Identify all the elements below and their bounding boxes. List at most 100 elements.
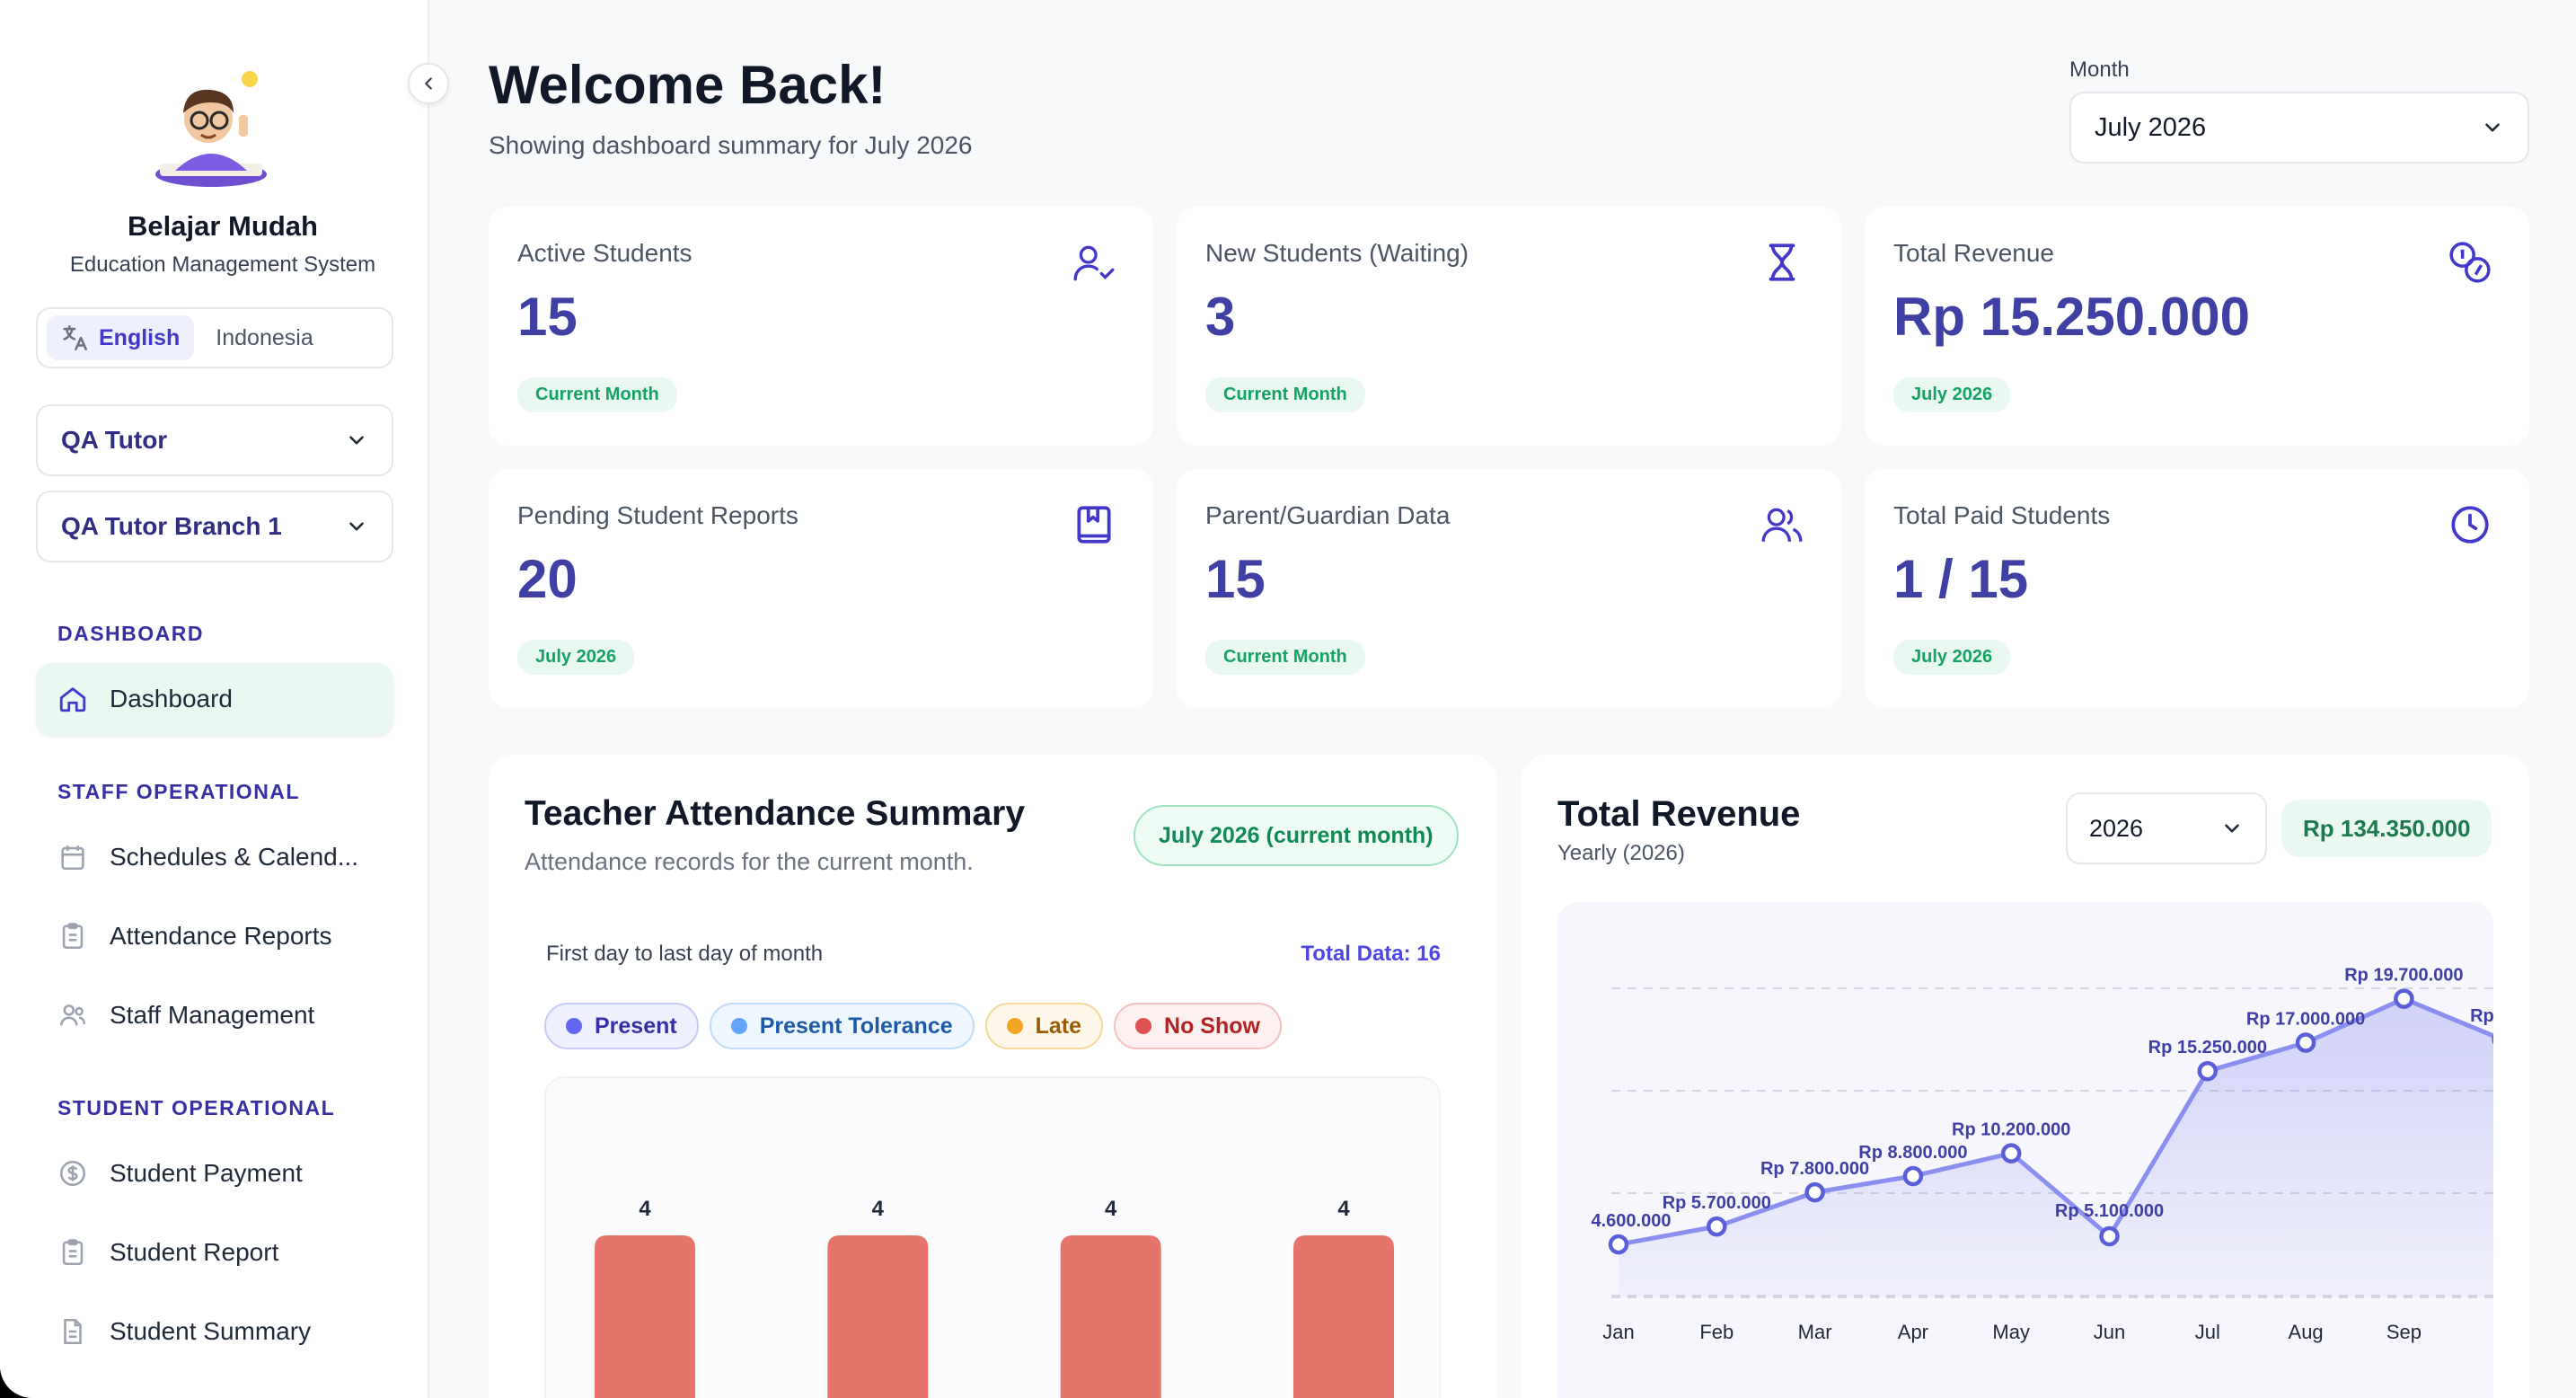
users-icon bbox=[57, 1000, 88, 1031]
coins-icon bbox=[2447, 239, 2493, 286]
legend-present[interactable]: Present bbox=[544, 1003, 699, 1049]
legend-dot bbox=[1006, 1018, 1023, 1034]
attendance-bar[interactable] bbox=[595, 1235, 695, 1398]
revenue-point-label: Rp 17.000.000 bbox=[2246, 1010, 2365, 1030]
year-select-value: 2026 bbox=[2089, 814, 2144, 842]
stat-card-title: Total Paid Students bbox=[1893, 501, 2111, 529]
attendance-subtitle: Attendance records for the current month… bbox=[525, 848, 974, 875]
revenue-point[interactable] bbox=[2099, 1225, 2120, 1247]
branch-select[interactable]: QA Tutor Branch 1 bbox=[36, 491, 393, 562]
sidebar-item-label: Student Payment bbox=[110, 1159, 303, 1187]
legend-label: Late bbox=[1035, 1013, 1082, 1039]
stat-card-badge: July 2026 bbox=[517, 640, 635, 675]
sidebar-item-staff-management[interactable]: Staff Management bbox=[36, 979, 393, 1051]
attendance-bar-label: 4 bbox=[1105, 1197, 1117, 1221]
revenue-title: Total Revenue bbox=[1557, 794, 1801, 834]
legend-label: No Show bbox=[1164, 1013, 1260, 1039]
attendance-bar-label: 4 bbox=[872, 1197, 885, 1221]
stat-card-badge: July 2026 bbox=[1893, 640, 2011, 675]
brand-title: Belajar Mudah bbox=[128, 210, 318, 242]
language-indonesia-button[interactable]: Indonesia bbox=[216, 324, 313, 350]
sidebar-item-schedules[interactable]: Schedules & Calend... bbox=[36, 821, 393, 893]
clipboard-icon bbox=[57, 921, 88, 951]
stat-card-title: Pending Student Reports bbox=[517, 501, 798, 529]
legend-present-tolerance[interactable]: Present Tolerance bbox=[709, 1003, 975, 1049]
stat-card-value: 15 bbox=[517, 287, 578, 347]
section-dashboard: DASHBOARD bbox=[57, 622, 204, 645]
sidebar-item-student-payment[interactable]: Student Payment bbox=[36, 1137, 393, 1209]
branch-select-value: QA Tutor Branch 1 bbox=[61, 512, 282, 540]
attendance-total: Total Data: 16 bbox=[1301, 942, 1441, 966]
legend-label: Present bbox=[595, 1013, 677, 1039]
brand-mascot-logo bbox=[155, 71, 267, 187]
legend-dot bbox=[730, 1018, 747, 1034]
legend-late[interactable]: Late bbox=[984, 1003, 1104, 1049]
clock-icon bbox=[2447, 501, 2493, 548]
attendance-chart-area: 4 4 4 4 bbox=[544, 1076, 1441, 1398]
brand-subtitle: Education Management System bbox=[69, 252, 376, 277]
tutor-select-value: QA Tutor bbox=[61, 426, 168, 454]
attendance-legend: Present Present Tolerance Late No Show bbox=[544, 1003, 1282, 1049]
attendance-bar[interactable] bbox=[827, 1235, 929, 1398]
stat-card-total-revenue: Total Revenue Rp 15.250.000 July 2026 bbox=[1865, 207, 2529, 446]
sidebar-item-label: Attendance Reports bbox=[110, 922, 332, 950]
revenue-point[interactable] bbox=[1804, 1181, 1825, 1203]
stat-card-new-students: New Students (Waiting) 3 Current Month bbox=[1177, 207, 1841, 446]
revenue-point[interactable] bbox=[1902, 1165, 1924, 1187]
bookmark-book-icon bbox=[1071, 501, 1117, 548]
sidebar-item-label: Student Summary bbox=[110, 1317, 312, 1345]
revenue-point-label: Rp 10.200.000 bbox=[1952, 1120, 2070, 1140]
translate-icon bbox=[63, 324, 88, 351]
revenue-area bbox=[1619, 998, 2493, 1297]
revenue-point-label: Rp 8.800.000 bbox=[1858, 1143, 1967, 1163]
stat-card-title: New Students (Waiting) bbox=[1205, 239, 1469, 267]
legend-no-show[interactable]: No Show bbox=[1114, 1003, 1282, 1049]
stat-card-total-paid: Total Paid Students 1 / 15 July 2026 bbox=[1865, 469, 2529, 708]
x-tick-label: Feb bbox=[1699, 1321, 1734, 1343]
language-english-label: English bbox=[99, 324, 181, 350]
calendar-icon bbox=[57, 842, 88, 872]
sidebar: Belajar Mudah Education Management Syste… bbox=[0, 0, 429, 1398]
home-icon bbox=[57, 684, 88, 714]
month-select[interactable]: July 2026 bbox=[2069, 92, 2529, 164]
sidebar-item-label: Staff Management bbox=[110, 1001, 315, 1029]
tutor-select[interactable]: QA Tutor bbox=[36, 404, 393, 476]
users-icon bbox=[1759, 501, 1805, 548]
attendance-bar[interactable] bbox=[1060, 1235, 1161, 1398]
sidebar-item-dashboard[interactable]: Dashboard bbox=[36, 663, 393, 735]
x-tick-label: Jul bbox=[2195, 1321, 2220, 1343]
attendance-range-label: First day to last day of month bbox=[546, 942, 824, 966]
revenue-point[interactable] bbox=[1608, 1234, 1629, 1255]
revenue-point-label: Rp 7.800.000 bbox=[1760, 1159, 1869, 1179]
attendance-bar[interactable] bbox=[1293, 1235, 1394, 1398]
stat-card-value: 20 bbox=[517, 549, 578, 609]
dollar-circle-icon bbox=[57, 1158, 88, 1189]
revenue-point[interactable] bbox=[2197, 1060, 2219, 1082]
year-select[interactable]: 2026 bbox=[2066, 792, 2267, 864]
revenue-point[interactable] bbox=[2000, 1143, 2022, 1164]
revenue-point[interactable] bbox=[2394, 988, 2414, 1009]
stat-card-title: Parent/Guardian Data bbox=[1205, 501, 1451, 529]
sidebar-collapse-button[interactable] bbox=[408, 63, 449, 104]
revenue-point-label: Rp 5.700.000 bbox=[1663, 1193, 1771, 1213]
revenue-point[interactable] bbox=[2295, 1032, 2316, 1053]
chevron-down-icon bbox=[349, 436, 364, 445]
stat-card-title: Total Revenue bbox=[1893, 239, 2055, 267]
language-english-button[interactable]: English bbox=[47, 315, 195, 360]
stat-card-value: 3 bbox=[1205, 287, 1236, 347]
revenue-point-label: Rp 5.100.000 bbox=[2055, 1201, 2164, 1221]
page-title: Welcome Back! bbox=[489, 55, 887, 115]
attendance-title: Teacher Attendance Summary bbox=[525, 794, 1026, 833]
sidebar-item-student-summary[interactable]: Student Summary bbox=[36, 1296, 393, 1367]
revenue-subtitle: Yearly (2026) bbox=[1557, 841, 1685, 865]
user-check-icon bbox=[1071, 239, 1117, 286]
chevron-left-icon bbox=[425, 77, 432, 90]
sidebar-item-attendance-reports[interactable]: Attendance Reports bbox=[36, 900, 393, 972]
sidebar-item-student-report[interactable]: Student Report bbox=[36, 1217, 393, 1288]
revenue-point[interactable] bbox=[1707, 1216, 1727, 1237]
sidebar-item-label: Dashboard bbox=[110, 685, 233, 712]
x-tick-label: Sep bbox=[2386, 1321, 2422, 1343]
x-tick-label: Jun bbox=[2094, 1321, 2125, 1343]
legend-dot bbox=[1135, 1018, 1152, 1034]
